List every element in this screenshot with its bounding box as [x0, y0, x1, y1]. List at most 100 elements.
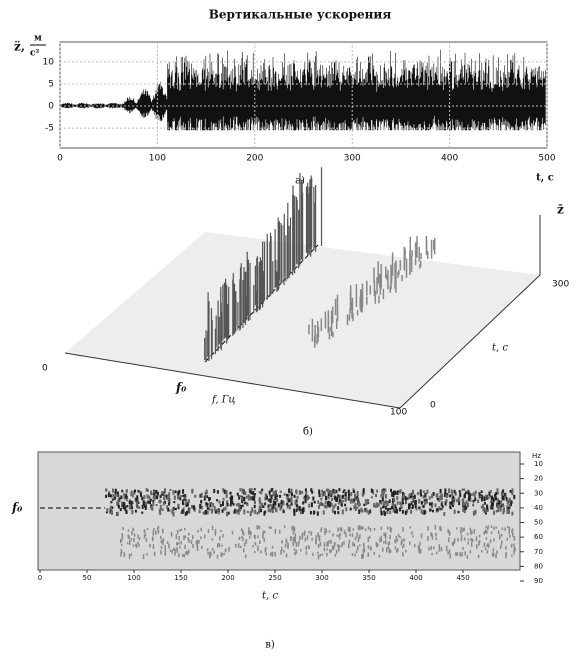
spec-cell	[337, 494, 340, 498]
spec-cell	[503, 507, 505, 513]
spec-cell	[434, 525, 437, 530]
spec-cell	[383, 501, 386, 505]
spec-cell	[490, 531, 493, 535]
spec-cell	[311, 490, 314, 494]
spec-cell	[144, 505, 147, 510]
spec-cell	[353, 498, 355, 503]
z-label: z̄	[557, 203, 564, 217]
spec-cell	[329, 549, 331, 554]
spec-cell	[398, 490, 401, 494]
spec-cell	[217, 543, 219, 547]
spec-cell	[501, 540, 503, 545]
spec-cell	[290, 498, 293, 503]
spec-cell	[452, 541, 454, 547]
spec-cell	[187, 551, 189, 556]
spec-cell	[469, 550, 472, 554]
spec-cell	[306, 535, 309, 540]
spec-cell	[288, 488, 291, 494]
spec-cell	[436, 497, 439, 501]
spec-cell	[484, 529, 487, 534]
spec-cell	[160, 535, 162, 540]
spec-cell	[178, 536, 180, 541]
spec-cell	[269, 499, 272, 504]
spec-cell	[356, 506, 359, 509]
spec-cell	[420, 533, 423, 539]
spec-cell	[294, 551, 296, 556]
spec-cell	[272, 491, 275, 494]
spec-cell	[264, 496, 267, 501]
spec-cell	[146, 527, 149, 531]
spec-cell	[111, 498, 114, 501]
spec-cell	[253, 495, 256, 499]
spec-cell	[122, 527, 124, 530]
spec-cell	[311, 537, 313, 541]
spec-cell	[122, 504, 125, 510]
spec-cell	[380, 511, 383, 516]
spec-cell	[388, 541, 391, 546]
spec-cell	[410, 509, 413, 514]
spec-cell	[348, 539, 351, 544]
spec-cell	[382, 547, 384, 552]
spec-cell	[292, 537, 295, 542]
spec-cell	[486, 504, 489, 509]
spec-cell	[400, 541, 403, 546]
spec-cell	[408, 506, 411, 510]
spec-cell	[294, 533, 297, 539]
spec-cell	[438, 506, 441, 510]
spec-cell	[358, 501, 360, 507]
spec-cell	[172, 490, 175, 495]
spec-cell	[449, 554, 451, 559]
spec-cell	[276, 497, 278, 502]
spec-cell	[152, 492, 155, 496]
spec-cell	[196, 544, 198, 547]
spec-cell	[464, 551, 466, 556]
spec-cell	[135, 543, 137, 547]
spec-cell	[430, 503, 433, 506]
spec-cell	[294, 500, 297, 505]
spec-cell	[361, 554, 363, 559]
spec-cell	[511, 492, 514, 496]
spec-cell	[294, 538, 296, 544]
spec-cell	[252, 545, 254, 548]
spec-cell	[270, 488, 273, 492]
spec-cell	[149, 498, 152, 502]
spec-cell	[449, 504, 452, 509]
spec-cell	[325, 504, 328, 509]
spec-cell	[207, 552, 209, 555]
spec-cell	[194, 494, 197, 498]
spec-cell	[440, 495, 443, 501]
spec-cell	[124, 506, 127, 512]
spec-cell	[455, 552, 457, 556]
f0-label: f₀	[11, 501, 23, 515]
spec-cell	[120, 495, 123, 500]
spec-cell	[183, 535, 185, 541]
spec-cell	[250, 531, 252, 535]
spec-cell	[280, 505, 283, 509]
spec-cell	[222, 534, 224, 538]
spec-cell	[169, 489, 172, 492]
spec-cell	[247, 498, 250, 501]
spec-cell	[293, 548, 296, 551]
spec-cell	[331, 545, 334, 551]
spec-cell	[131, 510, 134, 515]
spec-cell	[402, 492, 404, 496]
spec-cell	[412, 489, 414, 495]
spec-cell	[216, 499, 219, 502]
spec-cell	[183, 554, 185, 558]
x-tick-label: 350	[362, 574, 375, 582]
spec-cell	[389, 526, 391, 532]
spec-cell	[165, 497, 168, 500]
spec-cell	[141, 511, 144, 514]
spec-cell	[472, 499, 475, 503]
spec-cell	[344, 491, 347, 497]
spec-cell	[331, 491, 334, 495]
spec-cell	[137, 489, 140, 493]
spec-cell	[114, 491, 117, 495]
spec-cell	[360, 507, 363, 512]
spec-cell	[377, 543, 379, 547]
spec-cell	[403, 538, 405, 542]
spec-cell	[136, 504, 139, 508]
spec-cell	[329, 489, 332, 495]
spec-cell	[396, 501, 399, 505]
spec-cell	[164, 550, 166, 556]
